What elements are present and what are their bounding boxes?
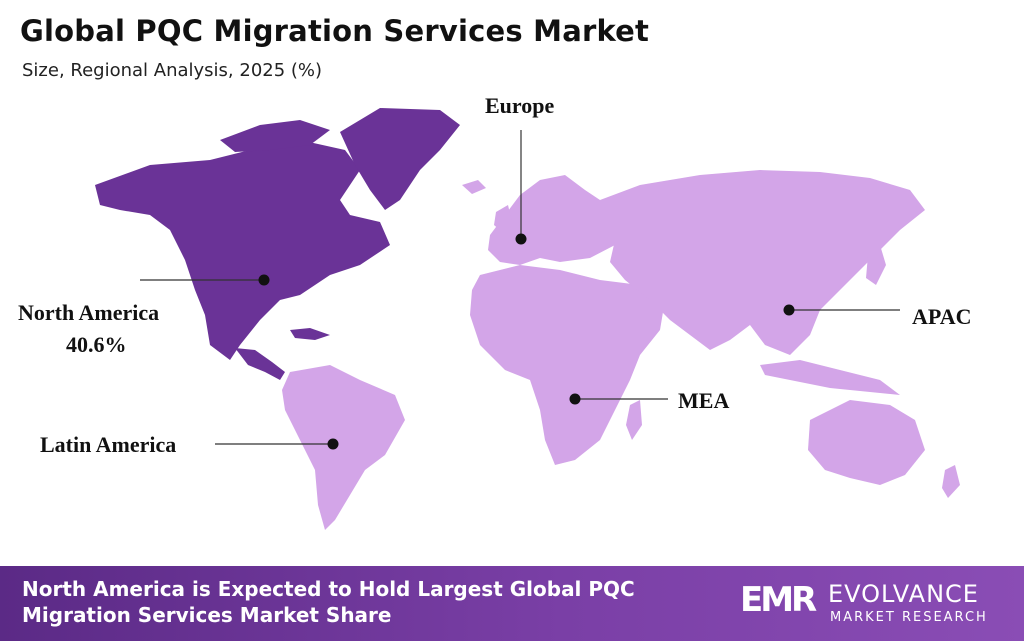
region-madagascar [626, 400, 642, 440]
north-america-label: North America [18, 300, 159, 325]
apac-label: APAC [912, 304, 971, 329]
region-new-zealand [942, 465, 960, 498]
region-uk [494, 205, 512, 232]
region-greenland [340, 108, 460, 210]
region-caribbean [290, 328, 330, 340]
mea-label: MEA [678, 388, 729, 413]
logo-mark: EMR [740, 580, 817, 620]
north-america-value: 40.6% [66, 332, 127, 357]
europe-label: Europe [485, 93, 555, 118]
footer-text: North America is Expected to Hold Larges… [22, 577, 635, 627]
region-mea[interactable] [470, 265, 665, 465]
north-america-marker[interactable] [258, 274, 270, 286]
region-north-america-islands [220, 120, 330, 152]
europe-marker[interactable] [515, 233, 527, 245]
page-subtitle: Size, Regional Analysis, 2025 (%) [22, 60, 323, 81]
region-north-america[interactable] [95, 140, 390, 360]
footer-banner: North America is Expected to Hold Larges… [0, 566, 1024, 641]
region-iceland [462, 180, 486, 194]
latin-america-marker[interactable] [327, 438, 339, 450]
region-se-asia-islands [760, 360, 900, 395]
region-japan [866, 245, 886, 285]
logo-subtitle: MARKET RESEARCH [830, 610, 988, 625]
apac-marker[interactable] [783, 304, 795, 316]
logo-name: EVOLVANCE [828, 580, 979, 608]
company-logo[interactable]: EMR EVOLVANCE MARKET RESEARCH [740, 578, 1010, 630]
latin-america-label: Latin America [40, 432, 176, 457]
page-title: Global PQC Migration Services Market [20, 14, 650, 48]
region-latin-america[interactable] [282, 365, 405, 530]
region-central-america [235, 348, 285, 380]
region-australia [808, 400, 925, 485]
mea-marker[interactable] [569, 393, 581, 405]
region-apac[interactable] [600, 170, 925, 355]
world-map: Europe North America 40.6% APAC MEA Lati… [18, 93, 971, 530]
